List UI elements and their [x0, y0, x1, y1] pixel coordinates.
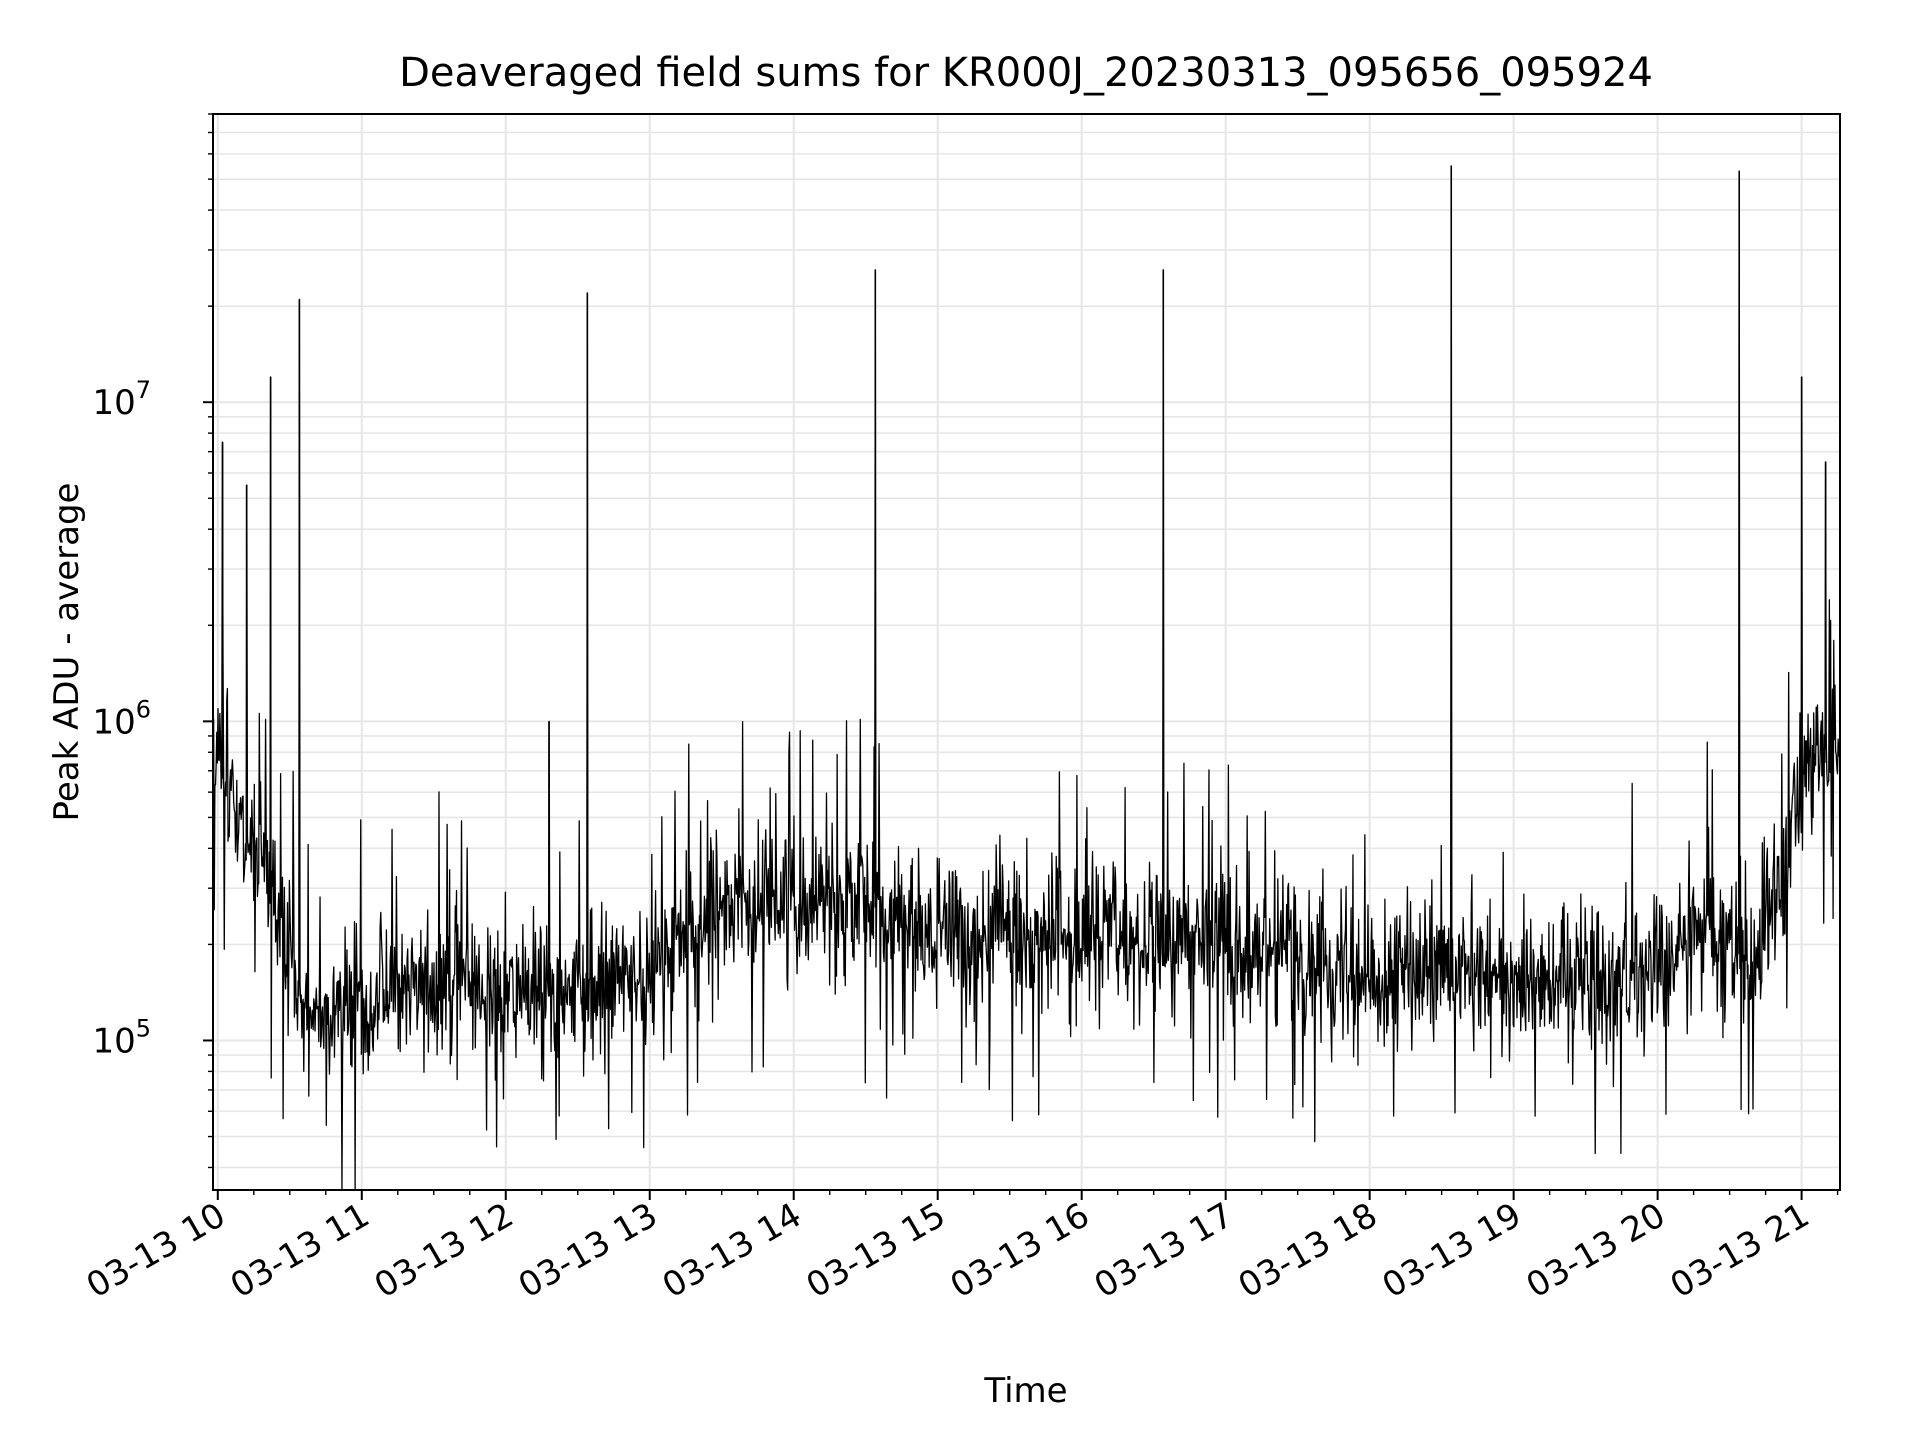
chart-title: Deaveraged field sums for KR000J_2023031… [399, 50, 1653, 96]
y-tick-label: 107 [92, 376, 151, 423]
plot-frame [212, 113, 1841, 1191]
series-layer [212, 165, 1841, 1191]
y-tick-label: 106 [92, 695, 151, 742]
series-line [212, 165, 1841, 1191]
y-tick-label: 105 [92, 1014, 151, 1061]
y-axis: 105 106 107 [92, 113, 213, 1169]
y-axis-label: Peak ADU - average [47, 483, 87, 822]
x-axis-label: Time [983, 1371, 1067, 1411]
